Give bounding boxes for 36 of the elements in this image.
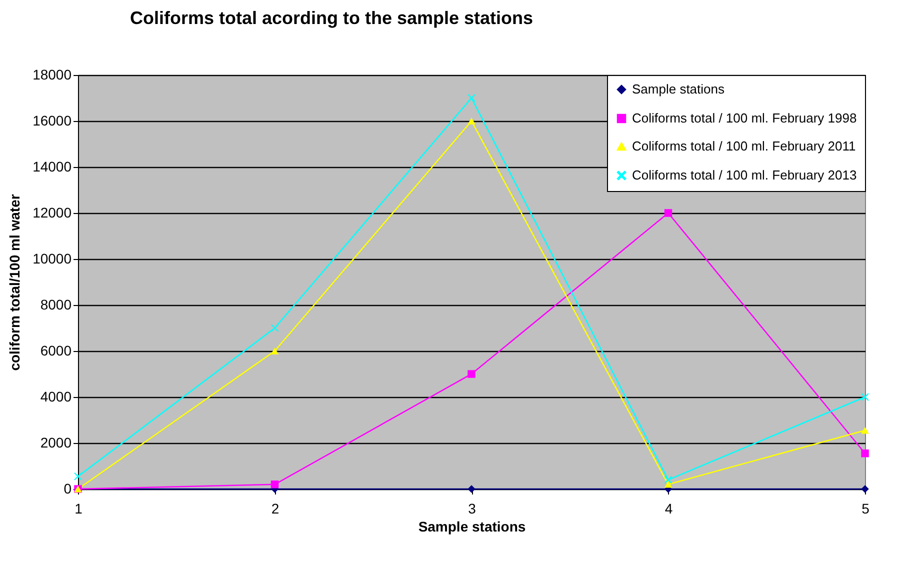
y-tick-label: 18000 <box>32 66 72 82</box>
y-tick-label: 0 <box>64 480 72 496</box>
x-tick-label: 5 <box>862 500 870 516</box>
x-tick-label: 2 <box>271 500 280 516</box>
x-tick-label: 3 <box>468 500 476 516</box>
point <box>270 480 279 488</box>
x-tick-label: 1 <box>74 500 83 516</box>
point <box>468 94 476 102</box>
point <box>270 324 279 332</box>
point <box>270 348 279 354</box>
y-tick-label: 14000 <box>32 158 72 174</box>
legend-label: Coliforms total / 100 ml. February 2013 <box>632 168 857 182</box>
point <box>861 449 869 458</box>
y-tick-label: 16000 <box>32 112 72 128</box>
chart-title: Coliforms total acording to the sample stations <box>130 8 534 28</box>
point <box>664 476 672 484</box>
point <box>664 209 672 217</box>
y-tick-label: 12000 <box>32 204 72 220</box>
point <box>468 118 476 124</box>
y-tick-label: 4000 <box>40 388 72 404</box>
point <box>861 426 869 434</box>
point <box>664 481 672 488</box>
y-axis-title: coliform total/100 ml water <box>6 194 23 371</box>
legend-label: Coliforms total / 100 ml. February 2011 <box>632 138 856 154</box>
point <box>861 393 869 401</box>
y-tick-label: 8000 <box>40 296 72 312</box>
legend-label: Coliforms total / 100 ml. February 1998 <box>632 110 857 126</box>
x-axis-title: Sample stations <box>418 518 526 534</box>
x-tick-label: 4 <box>664 500 673 516</box>
y-tick-label: 10000 <box>32 250 72 266</box>
point <box>74 472 82 480</box>
y-tick-label: 6000 <box>40 342 72 358</box>
legend-label: Sample stations <box>632 82 725 96</box>
point <box>468 370 476 378</box>
y-tick-label: 2000 <box>40 434 72 450</box>
point <box>468 485 476 493</box>
